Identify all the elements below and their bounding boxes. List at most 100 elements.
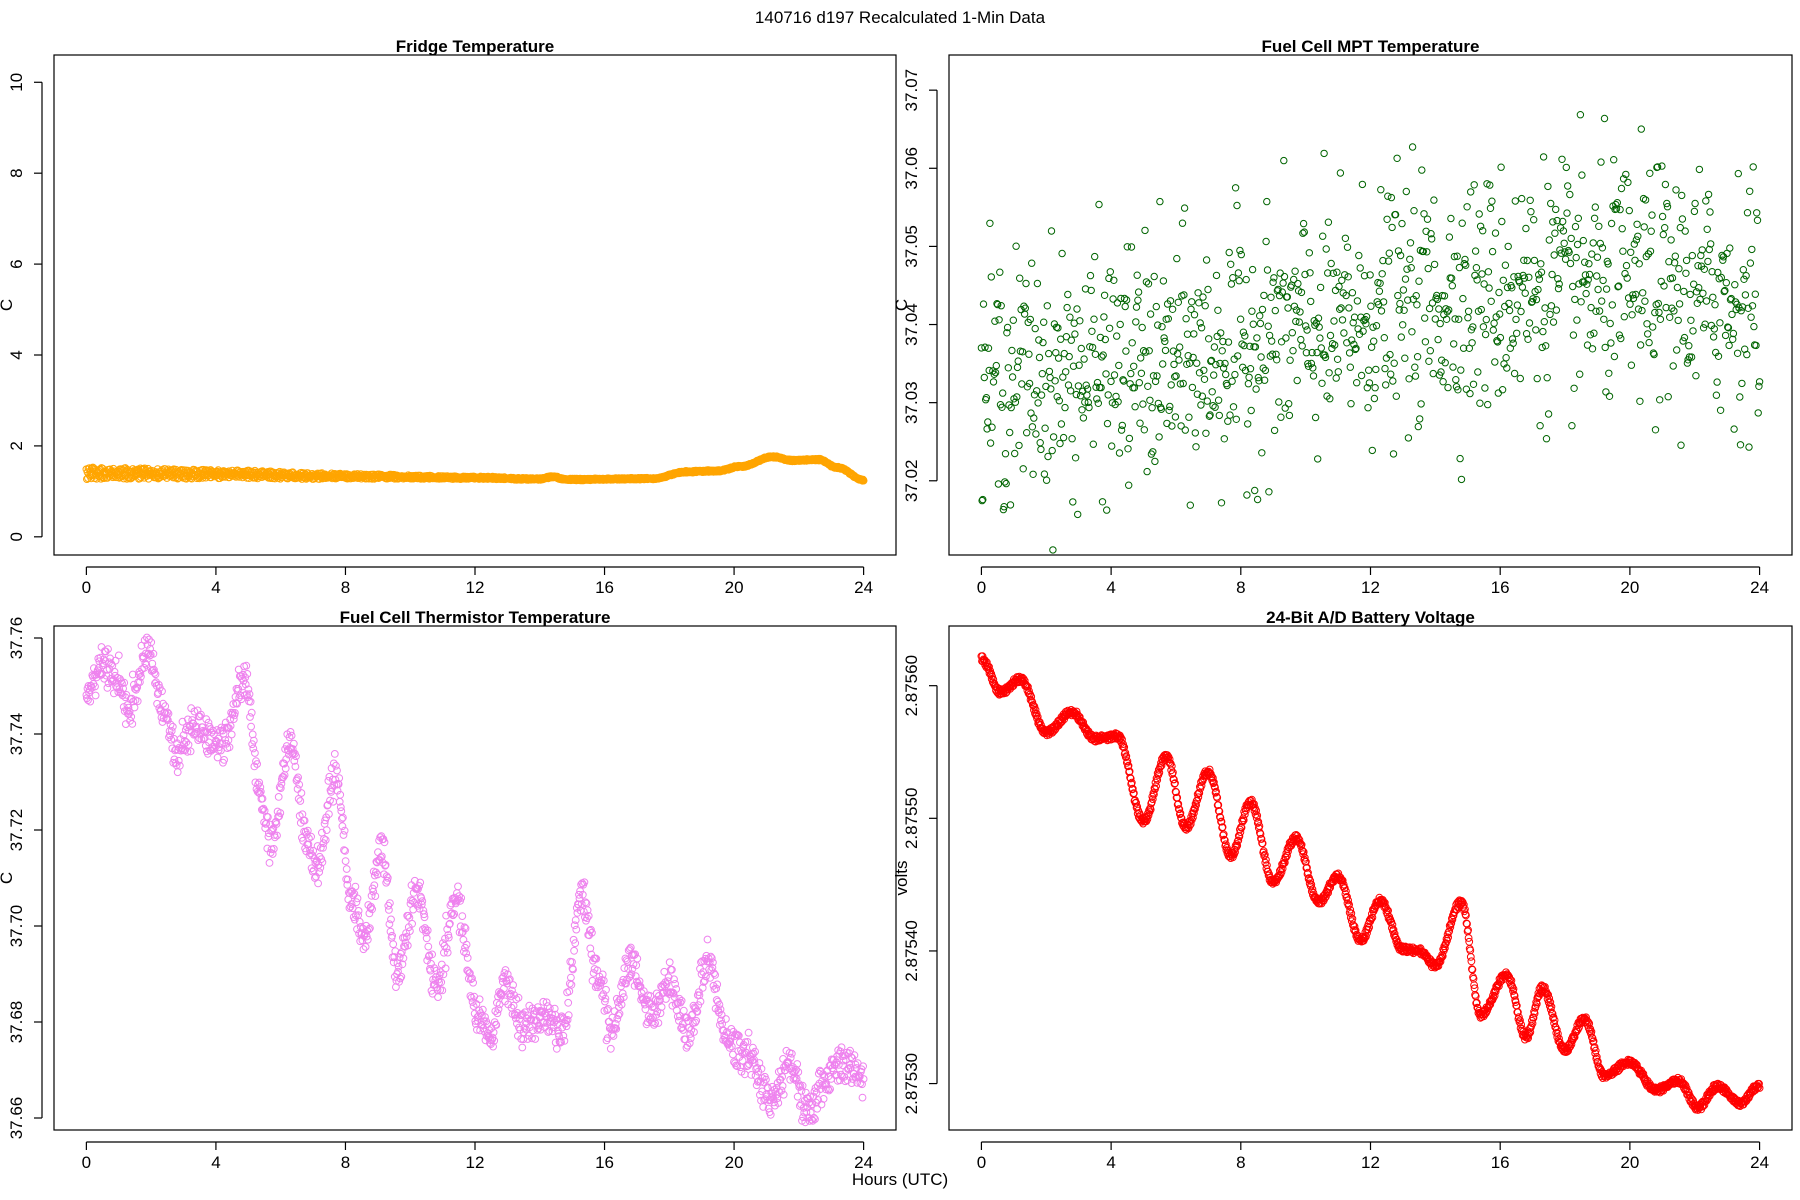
data-point xyxy=(1687,316,1695,324)
y-tick-label: 37.72 xyxy=(7,809,26,852)
data-point xyxy=(1738,379,1746,388)
data-point xyxy=(1132,318,1140,326)
data-point xyxy=(1590,214,1599,223)
data-point xyxy=(1300,228,1309,236)
data-point xyxy=(1709,293,1717,301)
data-point xyxy=(249,744,258,753)
data-point xyxy=(1040,318,1048,326)
data-point xyxy=(1679,337,1687,345)
data-point xyxy=(363,935,372,944)
data-point xyxy=(1380,334,1389,342)
data-point xyxy=(1288,329,1297,337)
data-point xyxy=(1104,391,1112,399)
data-point xyxy=(569,965,577,974)
x-tick-label: 24 xyxy=(1750,1153,1769,1172)
data-point xyxy=(1311,413,1320,422)
data-point xyxy=(1174,298,1183,306)
data-point xyxy=(1246,342,1254,350)
data-point xyxy=(279,773,288,781)
data-point xyxy=(339,813,347,822)
data-point xyxy=(320,835,328,843)
data-point xyxy=(1258,839,1267,848)
data-point xyxy=(1054,324,1062,332)
data-point xyxy=(505,975,514,984)
data-point xyxy=(1581,258,1589,266)
data-series xyxy=(977,652,1764,1114)
data-point xyxy=(1311,321,1319,329)
data-point xyxy=(341,857,350,865)
data-point xyxy=(1153,372,1161,380)
data-point xyxy=(341,847,350,855)
data-point xyxy=(1091,350,1100,358)
data-point xyxy=(1086,343,1094,351)
data-point xyxy=(1428,299,1437,307)
data-point xyxy=(1544,182,1552,191)
data-point xyxy=(1560,239,1568,248)
data-point xyxy=(1367,343,1376,351)
data-point xyxy=(322,826,331,834)
data-point xyxy=(995,316,1003,324)
data-point xyxy=(444,933,453,942)
data-point xyxy=(1661,224,1669,232)
data-point xyxy=(1185,413,1193,421)
data-point xyxy=(1059,433,1068,442)
data-point xyxy=(1484,268,1493,276)
data-point xyxy=(997,302,1005,310)
data-point xyxy=(1001,478,1009,486)
data-point xyxy=(351,882,360,891)
data-point xyxy=(1200,366,1208,374)
data-point xyxy=(1264,322,1272,330)
data-point xyxy=(1709,333,1718,341)
data-point xyxy=(1690,280,1698,288)
y-tick-label: 37.04 xyxy=(902,303,921,346)
data-point xyxy=(559,1015,568,1023)
data-point xyxy=(294,773,303,782)
data-point xyxy=(380,838,389,847)
data-point xyxy=(1299,219,1308,228)
data-point xyxy=(1420,210,1428,218)
data-point xyxy=(1033,387,1041,395)
data-point xyxy=(438,986,447,995)
data-point xyxy=(994,480,1003,488)
data-point xyxy=(316,843,325,852)
data-point xyxy=(1472,264,1481,272)
data-point xyxy=(1206,411,1214,419)
data-point xyxy=(981,343,989,351)
data-point xyxy=(1594,285,1602,294)
data-point xyxy=(443,948,452,957)
data-point xyxy=(1295,318,1304,326)
panel-title: Fridge Temperature xyxy=(396,37,554,56)
data-point xyxy=(373,858,381,867)
data-point xyxy=(1120,294,1129,303)
data-point xyxy=(1698,246,1706,254)
data-point xyxy=(1517,307,1525,316)
data-point xyxy=(1426,347,1435,355)
data-point xyxy=(192,722,201,731)
data-point xyxy=(1622,261,1631,270)
data-point xyxy=(147,638,156,647)
data-point xyxy=(1436,319,1444,328)
data-point xyxy=(85,686,94,695)
data-point xyxy=(1542,435,1551,443)
data-point xyxy=(1122,296,1131,304)
data-point xyxy=(305,834,313,843)
data-point xyxy=(1198,392,1207,400)
data-point xyxy=(128,720,137,728)
data-point xyxy=(1253,495,1262,504)
data-point xyxy=(1075,361,1083,369)
data-point xyxy=(1041,424,1049,432)
data-point xyxy=(1617,184,1626,193)
data-point xyxy=(494,1005,503,1014)
data-point xyxy=(395,953,404,962)
data-point xyxy=(1378,270,1386,278)
data-point xyxy=(1379,256,1387,265)
data-point xyxy=(1520,274,1529,282)
data-point xyxy=(371,892,380,900)
data-point xyxy=(1423,215,1432,223)
data-point xyxy=(1544,410,1553,418)
data-point xyxy=(1181,426,1190,434)
data-point xyxy=(339,831,348,839)
data-point xyxy=(1297,335,1305,344)
data-point xyxy=(1639,289,1647,297)
